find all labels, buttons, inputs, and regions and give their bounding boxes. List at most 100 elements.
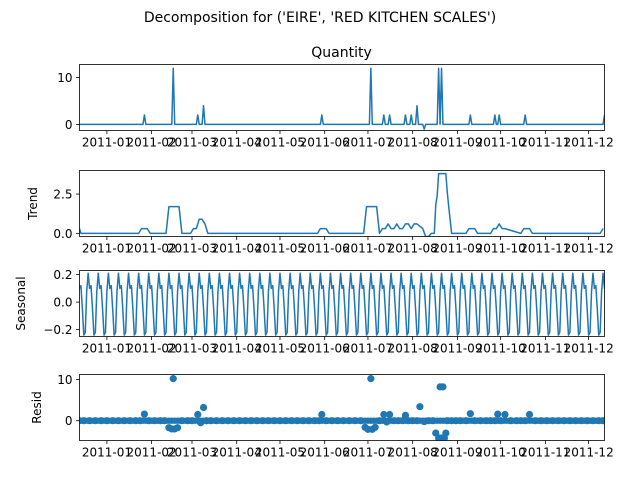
resid-point (207, 417, 215, 425)
resid-point (383, 418, 391, 426)
seasonal-x-tick-label: 2011-08 (388, 342, 438, 356)
resid-point (525, 410, 534, 419)
seasonal-series-line (79, 272, 605, 336)
quantity-x-tick-label: 2011-07 (343, 136, 393, 150)
trend-x-axis: 2011-012011-022011-032011-042011-052011-… (82, 236, 614, 256)
resid-point (375, 417, 384, 425)
trend-x-tick-label: 2011-07 (343, 242, 393, 256)
resid-x-tick-label: 2011-03 (167, 446, 217, 460)
resid-point (589, 417, 597, 425)
resid-x-tick-label: 2011-09 (432, 446, 482, 460)
resid-point (386, 410, 394, 419)
resid-point (114, 417, 123, 425)
resid-point (543, 417, 551, 425)
resid-point (398, 417, 407, 425)
trend-x-tick-label: 2011-09 (432, 242, 482, 256)
seasonal-x-tick-label: 2011-09 (432, 342, 482, 356)
resid-x-tick-label: 2011-12 (564, 446, 614, 460)
resid-point (236, 417, 244, 425)
resid-point (439, 383, 447, 391)
resid-point (371, 423, 379, 431)
resid-point (315, 417, 323, 425)
resid-point (537, 417, 545, 425)
resid-point (531, 417, 539, 425)
resid-point (120, 417, 128, 425)
seasonal-panel: 2011-012011-022011-032011-042011-052011-… (14, 268, 614, 355)
trend-plot-area (79, 172, 604, 237)
resid-x-axis: 2011-012011-022011-032011-042011-052011-… (82, 440, 614, 460)
seasonal-x-tick-label: 2011-12 (564, 342, 614, 356)
resid-point (367, 375, 375, 383)
resid-point (126, 417, 134, 425)
resid-point (224, 417, 232, 425)
resid-point (599, 417, 605, 425)
trend-y-tick-label: 2.5 (53, 188, 72, 202)
resid-point (199, 403, 208, 412)
quantity-panel: Quantity 2011-012011-022011-032011-04201… (57, 45, 613, 150)
resid-point (501, 410, 509, 419)
trend-x-tick-label: 2011-12 (564, 242, 614, 256)
resid-axes-frame (79, 374, 605, 441)
quantity-x-tick-label: 2011-09 (432, 136, 482, 150)
resid-x-tick-label: 2011-02 (127, 446, 177, 460)
resid-point (583, 417, 591, 425)
seasonal-y-axis: −0.2 0.0 0.2 (43, 268, 80, 337)
resid-x-tick-label: 2011-10 (476, 446, 526, 460)
resid-y-tick-label: 10 (57, 373, 72, 387)
trend-axes-frame (79, 170, 605, 237)
seasonal-y-tick-label: 0.2 (53, 268, 72, 282)
resid-point (560, 417, 568, 425)
trend-x-tick-label: 2011-02 (127, 242, 177, 256)
resid-point (351, 417, 359, 425)
seasonal-x-tick-label: 2011-03 (167, 342, 217, 356)
figure-suptitle: Decomposition for ('EIRE', 'RED KITCHEN … (144, 10, 496, 26)
resid-point (194, 410, 202, 419)
quantity-x-tick-label: 2011-04 (212, 136, 262, 150)
resid-point (305, 417, 313, 425)
resid-point (91, 417, 99, 425)
seasonal-x-tick-label: 2011-02 (127, 342, 177, 356)
resid-point (334, 417, 342, 425)
resid-point (276, 417, 284, 425)
seasonal-y-tick-label: −0.2 (43, 323, 72, 337)
resid-point (247, 417, 255, 425)
trend-x-tick-label: 2011-11 (520, 242, 570, 256)
resid-point (322, 417, 330, 425)
resid-point (572, 417, 580, 425)
quantity-y-axis: 0 10 (57, 71, 80, 132)
resid-point (507, 417, 515, 425)
resid-point (497, 417, 505, 425)
resid-point (109, 417, 117, 425)
quantity-x-tick-label: 2011-10 (476, 136, 526, 150)
resid-point (491, 417, 499, 425)
resid-point (466, 410, 474, 418)
resid-point (554, 417, 562, 425)
quantity-x-tick-label: 2011-12 (564, 136, 614, 150)
resid-point (140, 410, 148, 418)
resid-point (521, 417, 529, 425)
resid-point (253, 417, 261, 425)
resid-point (264, 417, 273, 425)
resid-x-tick-label: 2011-04 (212, 446, 262, 460)
resid-point (282, 417, 290, 425)
trend-x-tick-label: 2011-01 (82, 242, 132, 256)
seasonal-plot-area (79, 272, 605, 336)
resid-x-tick-label: 2011-01 (82, 446, 132, 460)
resid-point (339, 417, 348, 425)
resid-point (494, 410, 502, 418)
resid-x-tick-label: 2011-05 (255, 446, 305, 460)
resid-point (429, 417, 437, 425)
resid-point (145, 417, 153, 425)
resid-x-tick-label: 2011-08 (388, 446, 438, 460)
quantity-y-tick-label: 10 (57, 71, 72, 85)
trend-x-tick-label: 2011-10 (476, 242, 526, 256)
trend-series-line (79, 172, 604, 237)
seasonal-x-tick-label: 2011-10 (476, 342, 526, 356)
seasonal-x-tick-label: 2011-05 (255, 342, 305, 356)
quantity-x-tick-label: 2011-02 (127, 136, 177, 150)
resid-x-tick-label: 2011-06 (300, 446, 350, 460)
resid-point (173, 424, 182, 432)
resid-point (548, 417, 557, 425)
resid-point (218, 417, 226, 425)
quantity-axes-frame (79, 64, 605, 131)
